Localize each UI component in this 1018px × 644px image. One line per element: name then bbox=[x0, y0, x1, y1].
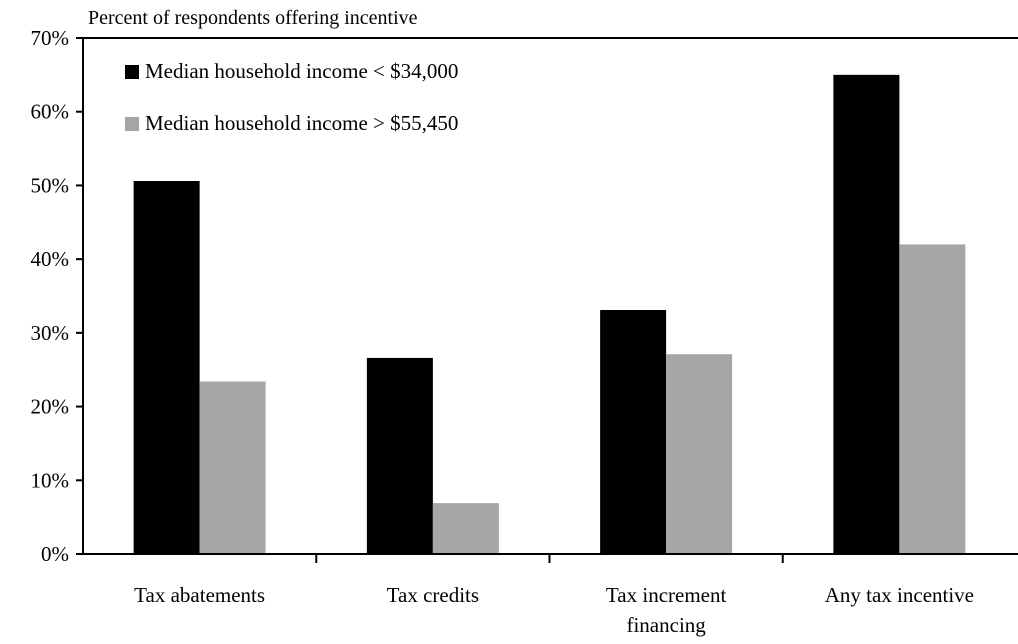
x-category-label: Tax abatements bbox=[134, 583, 265, 607]
x-category-label: Any tax incentive bbox=[825, 583, 974, 607]
y-tick-label: 40% bbox=[31, 247, 70, 271]
bar-series2-tax-increment-financing bbox=[666, 354, 733, 554]
legend-label-series1: Median household income < $34,000 bbox=[145, 59, 458, 83]
bar-series2-tax-abatements bbox=[199, 381, 266, 554]
bar-series1-tax-abatements bbox=[133, 181, 200, 554]
y-tick-label: 30% bbox=[31, 321, 70, 345]
y-tick-label: 0% bbox=[41, 542, 69, 566]
y-axis-ticks: 0% 10% 20% 30% 40% 50% 60% 70% bbox=[31, 26, 83, 566]
legend-label-series2: Median household income > $55,450 bbox=[145, 111, 458, 135]
bar-series1-tax-increment-financing bbox=[600, 310, 667, 554]
y-tick-label: 10% bbox=[31, 468, 70, 492]
bar-series2-any-tax-incentive bbox=[899, 244, 966, 554]
bar-series2-tax-credits bbox=[432, 503, 499, 554]
y-tick-label: 50% bbox=[31, 173, 70, 197]
bars bbox=[133, 74, 966, 554]
x-category-label: financing bbox=[626, 613, 706, 637]
y-axis-title: Percent of respondents offering incentiv… bbox=[88, 7, 418, 29]
bar-series1-any-tax-incentive bbox=[833, 74, 900, 554]
y-tick-label: 20% bbox=[31, 395, 70, 419]
legend-swatch-series2 bbox=[125, 117, 139, 131]
x-axis-categories: Tax abatements Tax credits Tax increment fi… bbox=[134, 554, 974, 637]
x-category-label: Tax credits bbox=[387, 583, 479, 607]
y-tick-label: 70% bbox=[31, 26, 70, 50]
y-tick-label: 60% bbox=[31, 100, 70, 124]
bar-series1-tax-credits bbox=[366, 357, 433, 554]
x-category-label: Tax increment bbox=[606, 583, 727, 607]
legend-swatch-series1 bbox=[125, 65, 139, 79]
legend: Median household income < $34,000 Median … bbox=[125, 59, 458, 135]
